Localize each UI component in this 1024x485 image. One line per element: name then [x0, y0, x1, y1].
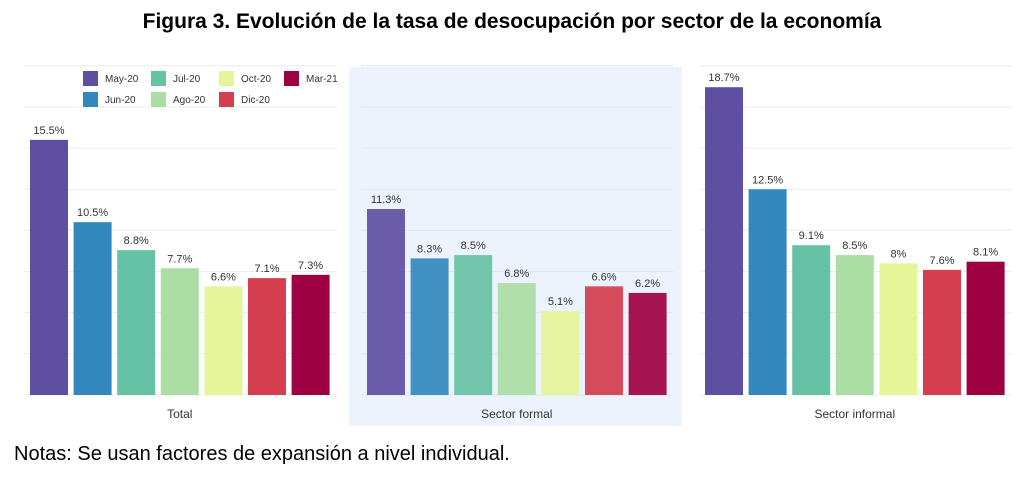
data-label: 6.8% [504, 268, 529, 280]
legend-label: Dic-20 [241, 95, 270, 106]
data-label: 7.1% [254, 263, 279, 275]
data-label: 7.6% [929, 255, 954, 267]
data-label: 6.2% [635, 278, 660, 290]
bar-mar-21 [628, 292, 667, 395]
panel-label: Sector formal [481, 407, 552, 421]
data-label: 18.7% [708, 72, 739, 84]
data-label: 6.6% [591, 271, 616, 283]
bar-ago-20 [835, 255, 874, 395]
panel-label: Sector informal [814, 407, 895, 421]
bar-may-20 [30, 139, 68, 395]
legend-label: Ago-20 [173, 95, 206, 106]
bar-jul-20 [454, 255, 493, 395]
bar-dic-20 [585, 286, 623, 395]
bar-jun-20 [73, 222, 112, 395]
legend-label: Mar-21 [306, 74, 338, 85]
data-label: 5.1% [548, 296, 573, 308]
data-label: 10.5% [77, 207, 108, 219]
bar-dic-20 [248, 278, 286, 395]
data-label: 8.5% [842, 240, 867, 252]
data-label: 8.1% [973, 247, 998, 259]
figure-title: Figura 3. Evolución de la tasa de desocu… [142, 10, 882, 33]
bar-oct-20 [541, 311, 580, 395]
legend-label: Jun-20 [105, 95, 136, 106]
bar-ago-20 [497, 283, 536, 395]
bar-dic-20 [923, 269, 961, 395]
legend-swatch [219, 71, 234, 86]
legend-swatch [83, 71, 98, 86]
bar-jul-20 [792, 245, 831, 395]
legend-swatch [151, 92, 166, 107]
bar-may-20 [367, 209, 405, 395]
figure-note: Notas: Se usan factores de expansión a n… [14, 443, 510, 465]
data-label: 8.3% [417, 243, 442, 255]
bar-mar-21 [291, 274, 330, 395]
panel-label: Total [167, 407, 192, 421]
data-label: 7.3% [298, 260, 323, 272]
bar-oct-20 [204, 286, 243, 395]
bar-mar-21 [966, 261, 1005, 395]
bar-jun-20 [748, 189, 787, 395]
legend-label: Oct-20 [241, 74, 271, 85]
bar-jul-20 [117, 250, 156, 395]
bar-jun-20 [410, 258, 449, 395]
data-label: 8.5% [461, 240, 486, 252]
bar-oct-20 [879, 263, 918, 395]
data-label: 8.8% [124, 235, 149, 247]
data-label: 12.5% [752, 174, 783, 186]
bar-ago-20 [160, 268, 199, 395]
data-label: 8% [890, 248, 906, 260]
legend-swatch [219, 92, 234, 107]
data-label: 15.5% [33, 125, 64, 137]
data-label: 6.6% [211, 271, 236, 283]
legend-swatch [284, 71, 299, 86]
legend-swatch [151, 71, 166, 86]
legend-swatch [83, 92, 98, 107]
data-label: 9.1% [799, 230, 824, 242]
bar-may-20 [705, 87, 743, 395]
data-label: 11.3% [371, 194, 402, 206]
data-label: 7.7% [167, 253, 192, 265]
legend-label: Jul-20 [173, 74, 201, 85]
legend-label: May-20 [105, 74, 139, 85]
